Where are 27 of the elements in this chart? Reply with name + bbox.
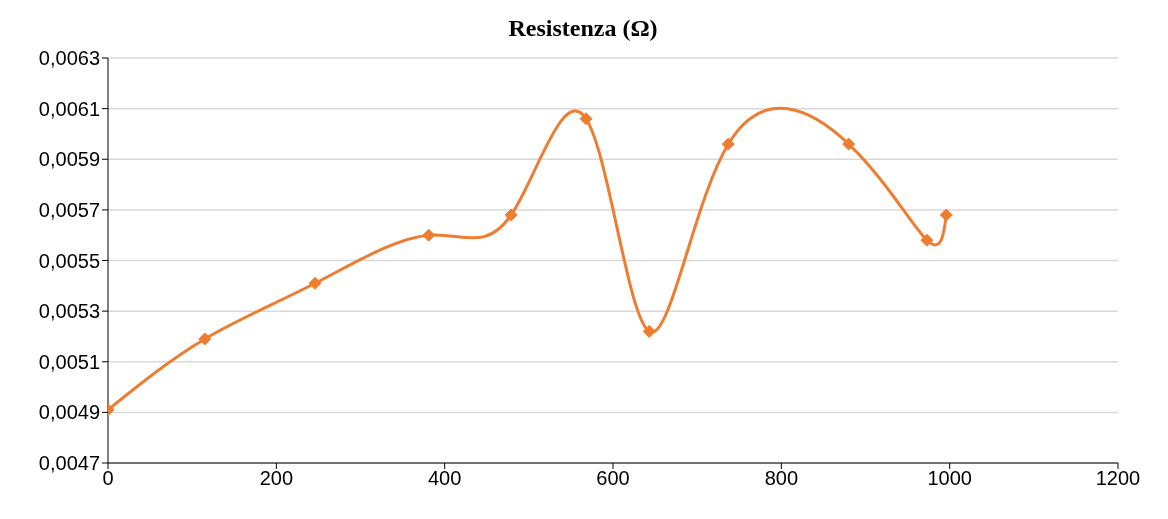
point xyxy=(642,324,656,338)
y-tick-label: 0,0061 xyxy=(38,97,100,120)
y-tick-label: 0,0055 xyxy=(38,249,100,272)
point xyxy=(198,332,212,346)
x-tick-label: 1200 xyxy=(1095,467,1141,490)
y-tick-label: 0,0053 xyxy=(38,300,100,323)
chart-title: Resistenza (Ω) xyxy=(507,14,659,43)
x-tick-label: 200 xyxy=(259,467,294,490)
y-tick-label: 0,0049 xyxy=(38,401,100,424)
y-tick-label: 0,0057 xyxy=(38,198,100,221)
y-tick-label: 0,0063 xyxy=(38,47,100,70)
x-tick-label: 600 xyxy=(596,467,630,490)
x-tick-label: 400 xyxy=(427,467,462,490)
point xyxy=(504,208,518,222)
y-tick-label: 0,0047 xyxy=(38,452,100,475)
point xyxy=(939,208,953,222)
x-tick-label: 800 xyxy=(764,467,799,490)
x-tick-label: 0 xyxy=(102,467,114,490)
point xyxy=(842,137,856,151)
point xyxy=(308,276,322,290)
point xyxy=(920,233,934,247)
y-tick-label: 0,0059 xyxy=(38,148,100,171)
y-tick-label: 0,0051 xyxy=(38,350,100,373)
point xyxy=(579,112,593,126)
point xyxy=(422,228,436,242)
x-tick-label: 1000 xyxy=(927,467,972,490)
point xyxy=(721,137,735,151)
